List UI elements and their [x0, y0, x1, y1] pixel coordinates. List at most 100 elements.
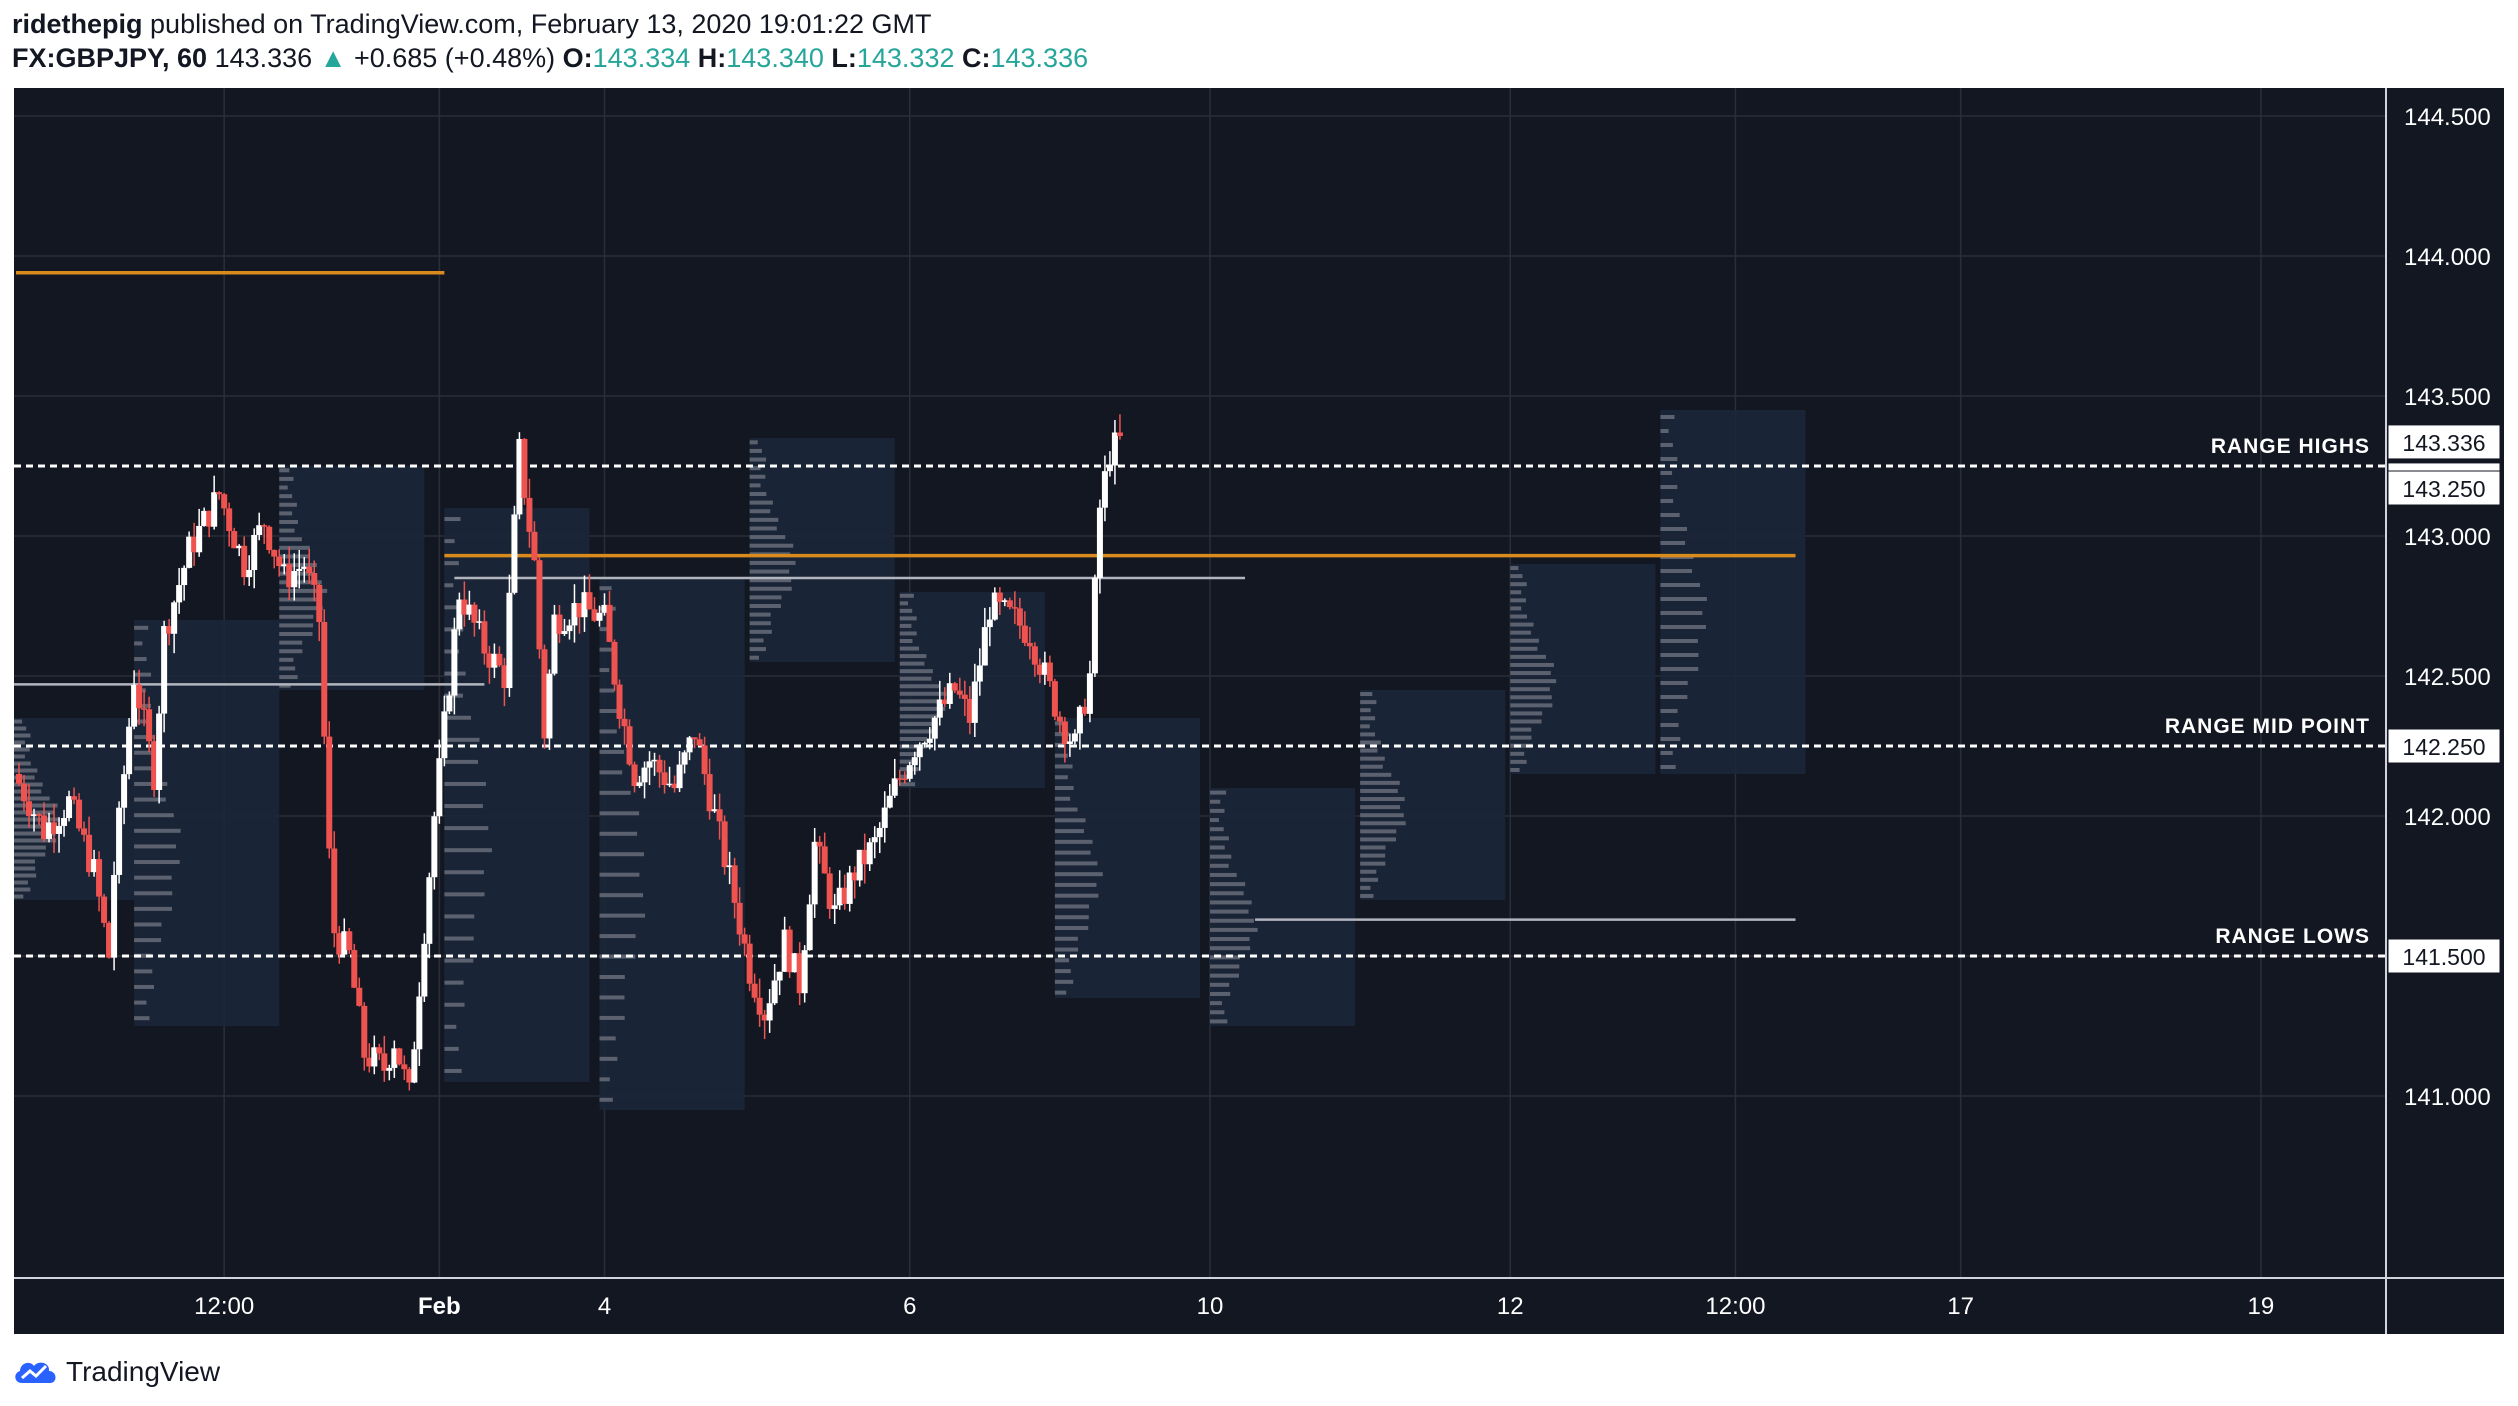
- volume-profile-bar: [599, 1036, 616, 1041]
- volume-profile-bar: [279, 675, 298, 680]
- volume-profile-bar: [134, 844, 177, 849]
- candle-up: [441, 711, 448, 759]
- volume-profile-bar: [899, 661, 925, 666]
- volume-profile-bar: [749, 492, 767, 496]
- volume-profile-bar: [1210, 937, 1250, 942]
- volume-profile-bar: [1660, 653, 1699, 657]
- candle-up: [681, 752, 688, 765]
- candle-down: [336, 933, 343, 955]
- volume-profile-bar: [1054, 839, 1093, 844]
- candle-down: [951, 683, 958, 691]
- volume-profile-bar: [1510, 582, 1527, 587]
- volume-profile-bar: [599, 1056, 618, 1061]
- candle-up: [931, 717, 938, 739]
- volume-profile-bar: [599, 1077, 610, 1082]
- candle-down: [406, 1069, 413, 1083]
- candle-up: [296, 568, 303, 572]
- volume-profile-bar: [14, 796, 50, 801]
- volume-profile-bar: [1210, 863, 1229, 868]
- volume-profile-bar: [14, 803, 58, 808]
- candle-down: [541, 649, 548, 739]
- candle-down: [1031, 646, 1038, 665]
- symbol-line: FX:GBPJPY, 60 143.336 ▲ +0.685 (+0.48%) …: [12, 42, 1088, 75]
- volume-profile-bar: [749, 543, 794, 548]
- volume-profile-bar: [1360, 861, 1386, 866]
- volume-profile-bar: [1510, 735, 1532, 740]
- volume-profile-bar: [444, 1068, 462, 1073]
- candle-down: [76, 799, 83, 829]
- candle-up: [426, 877, 433, 944]
- candle-down: [751, 983, 758, 998]
- price-label-box-0: [2387, 424, 2501, 460]
- candle-down: [616, 684, 623, 719]
- price-label-text-2: 143.250: [2402, 476, 2485, 502]
- open-label: O:: [562, 43, 593, 73]
- volume-profile-bar: [599, 1097, 613, 1102]
- price-label-text-4: 141.500: [2402, 944, 2485, 970]
- volume-profile-bar: [14, 789, 42, 794]
- volume-profile-bar: [1660, 541, 1686, 545]
- session-box-9: [1360, 690, 1506, 900]
- candle-down: [796, 953, 803, 994]
- volume-profile-bar: [1510, 622, 1534, 627]
- candle-down: [756, 997, 763, 1015]
- volume-profile-bar: [599, 709, 621, 713]
- session-box-5: [749, 438, 895, 662]
- volume-profile-bar: [14, 719, 23, 724]
- candle-up: [981, 627, 988, 666]
- author-name[interactable]: ridethepig: [12, 9, 143, 39]
- volume-profile-bar: [749, 448, 762, 453]
- candle-down: [331, 848, 338, 934]
- volume-profile-bar: [899, 721, 938, 726]
- volume-profile-bar: [599, 831, 638, 836]
- volume-profile-bar: [1660, 597, 1707, 601]
- volume-profile-bar: [279, 468, 290, 473]
- candle-up: [236, 545, 243, 549]
- volume-profile-bar: [134, 875, 172, 880]
- candle-down: [241, 545, 248, 578]
- volume-profile-bar: [1054, 979, 1074, 984]
- candle-down: [141, 708, 148, 710]
- candle-up: [1091, 577, 1098, 674]
- volume-profile-bar: [1360, 780, 1400, 785]
- annotation-label-0: RANGE HIGHS: [2211, 435, 2370, 458]
- volume-profile-bar: [749, 526, 777, 531]
- candle-up: [516, 438, 523, 515]
- candle-down: [531, 531, 538, 561]
- volume-profile-bar: [749, 586, 792, 591]
- volume-profile-bar: [134, 891, 173, 896]
- candle-up: [876, 827, 883, 838]
- candle-up: [446, 695, 453, 712]
- volume-profile-bar: [279, 614, 314, 619]
- candle-up: [686, 737, 693, 753]
- volume-profile-bar: [899, 593, 914, 598]
- candle-down: [1081, 706, 1088, 714]
- volume-profile-bar: [134, 1016, 150, 1021]
- volume-profile-bar: [1210, 982, 1230, 987]
- volume-profile-bar: [1510, 654, 1546, 659]
- volume-profile-bar: [1360, 821, 1406, 826]
- symbol-name[interactable]: FX:GBPJPY, 60: [12, 43, 208, 73]
- volume-profile-bar: [749, 474, 766, 479]
- footer-brand[interactable]: TradingView: [12, 1350, 220, 1394]
- volume-profile-bar: [749, 500, 773, 505]
- volume-profile-bar: [1360, 869, 1377, 874]
- volume-profile-bar: [749, 638, 764, 643]
- volume-profile-bar: [134, 922, 162, 927]
- volume-profile-bar: [899, 631, 917, 636]
- volume-profile-bar: [1660, 681, 1688, 685]
- candle-down: [166, 626, 173, 634]
- candle-up: [506, 592, 513, 689]
- volume-profile-bar: [749, 560, 796, 565]
- candle-up: [926, 738, 933, 743]
- candle-up: [906, 765, 913, 779]
- volume-profile-bar: [1054, 786, 1074, 790]
- candle-down: [486, 653, 493, 668]
- candle-down: [586, 592, 593, 610]
- volume-profile-bar: [599, 647, 615, 652]
- volume-profile-bar: [599, 1015, 625, 1020]
- candle-up: [301, 566, 308, 569]
- candle-down: [621, 718, 628, 727]
- volume-profile-bar: [1360, 797, 1405, 802]
